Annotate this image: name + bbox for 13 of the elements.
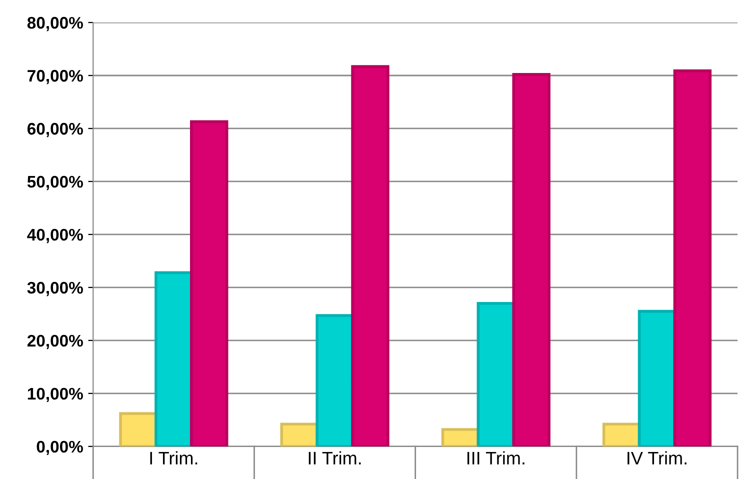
y-tick-label: 60,00% xyxy=(27,122,83,138)
y-tick-label: 40,00% xyxy=(27,228,83,244)
x-tick-label: II Trim. xyxy=(308,451,361,464)
y-tick-label: 70,00% xyxy=(28,70,83,84)
y-tick-label: 10,00% xyxy=(28,388,83,402)
y-tick-label: 30,00% xyxy=(27,282,83,296)
y-tick-label: 50,00% xyxy=(27,176,83,190)
x-tick-label: IV Trim. xyxy=(628,451,686,464)
y-tick-label: 80,00% xyxy=(27,16,83,32)
y-tick-label: 20,00% xyxy=(27,334,83,350)
x-tick-label: I Trim. xyxy=(150,451,198,464)
y-tick-label: 0,00% xyxy=(36,440,83,456)
x-tick-label: III Trim. xyxy=(467,451,524,464)
